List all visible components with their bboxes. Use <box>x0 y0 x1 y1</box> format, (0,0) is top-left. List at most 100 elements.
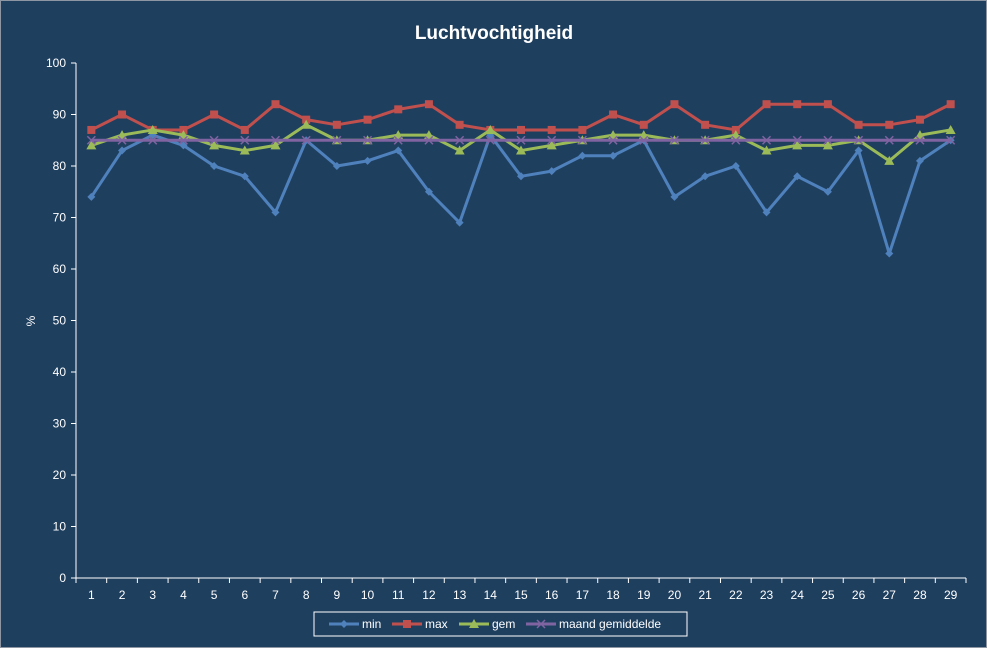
legend-marker <box>340 620 348 628</box>
data-point <box>854 135 864 145</box>
data-point <box>946 135 956 145</box>
data-point <box>363 115 372 124</box>
data-point <box>332 162 341 170</box>
x-tick-label: 24 <box>791 588 805 602</box>
data-point <box>332 135 342 145</box>
data-point <box>86 135 96 145</box>
data-point <box>455 135 465 145</box>
data-point <box>823 187 832 196</box>
data-point <box>240 172 249 181</box>
data-point <box>793 172 802 181</box>
data-point <box>731 125 740 134</box>
data-point <box>762 100 771 109</box>
data-point <box>547 135 557 145</box>
x-tick-label: 15 <box>514 588 528 602</box>
y-tick-label: 20 <box>53 468 67 482</box>
data-point <box>394 146 403 155</box>
data-point <box>517 172 525 181</box>
data-point <box>209 135 219 145</box>
data-point <box>87 125 96 134</box>
x-tick-label: 1 <box>88 588 95 602</box>
data-point <box>147 124 158 134</box>
data-point <box>609 110 618 119</box>
data-point <box>761 145 772 155</box>
legend-label: gem <box>492 617 515 631</box>
x-tick-label: 8 <box>303 588 310 602</box>
data-point <box>670 192 679 201</box>
data-point <box>701 172 710 181</box>
legend-box <box>313 611 688 637</box>
legend-label: maand gemiddelde <box>559 617 661 631</box>
y-tick-label: 80 <box>53 159 67 173</box>
data-point <box>669 135 679 145</box>
legend-item: min <box>329 617 381 631</box>
x-tick-label: 14 <box>484 588 498 602</box>
data-point <box>118 146 127 155</box>
data-point <box>394 105 403 114</box>
axes <box>71 62 967 583</box>
data-point <box>271 100 280 109</box>
data-point <box>731 135 741 145</box>
data-point <box>701 120 710 129</box>
x-tick-label: 17 <box>576 588 590 602</box>
data-point <box>455 218 464 227</box>
x-tick-label: 2 <box>119 588 126 602</box>
data-point <box>301 135 311 145</box>
data-point <box>239 145 250 155</box>
y-tick-label: 70 <box>53 211 67 225</box>
legend-label: min <box>362 617 381 631</box>
data-point <box>884 155 895 165</box>
x-tick-label: 21 <box>698 588 712 602</box>
data-point <box>915 156 924 165</box>
x-tick-label: 29 <box>944 588 958 602</box>
data-point <box>516 145 526 155</box>
legend-marker <box>403 620 411 628</box>
plot-series <box>86 100 956 258</box>
legend-item: max <box>392 617 448 631</box>
data-point <box>823 135 833 145</box>
x-tick-label: 9 <box>334 588 341 602</box>
y-tick-label: 100 <box>46 56 66 70</box>
x-tick-label: 25 <box>821 588 835 602</box>
x-tick-label: 4 <box>180 588 187 602</box>
chart-title: Luchtvochtigheid <box>415 23 573 44</box>
data-point <box>485 135 495 145</box>
data-point <box>363 156 372 165</box>
x-tick-label: 12 <box>422 588 436 602</box>
y-tick-label: 10 <box>53 520 67 534</box>
data-point <box>209 140 220 150</box>
data-point <box>945 124 956 134</box>
data-point <box>854 146 863 155</box>
y-axis-label: % <box>24 315 38 326</box>
data-point <box>393 135 403 145</box>
data-point <box>455 120 464 129</box>
data-point <box>546 140 557 150</box>
data-point <box>670 100 679 109</box>
series-max <box>87 100 955 134</box>
legend-label: max <box>425 617 448 631</box>
x-tick-label: 7 <box>272 588 279 602</box>
data-point <box>517 125 525 134</box>
data-point <box>424 100 433 109</box>
x-tick-label: 10 <box>361 588 375 602</box>
x-tick-label: 27 <box>883 588 897 602</box>
data-point <box>270 135 281 145</box>
legend-item: gem <box>459 617 515 631</box>
x-tick-label: 6 <box>241 588 248 602</box>
data-point <box>823 100 832 109</box>
data-point <box>210 162 219 170</box>
data-point <box>578 151 587 160</box>
data-point <box>915 115 924 124</box>
x-tick-label: 28 <box>913 588 927 602</box>
data-point <box>885 249 894 258</box>
data-point <box>178 135 188 145</box>
data-point <box>454 145 465 155</box>
data-point <box>240 125 249 134</box>
data-point <box>302 115 311 124</box>
data-point <box>884 135 894 145</box>
data-point <box>270 140 281 150</box>
data-point <box>424 135 434 145</box>
